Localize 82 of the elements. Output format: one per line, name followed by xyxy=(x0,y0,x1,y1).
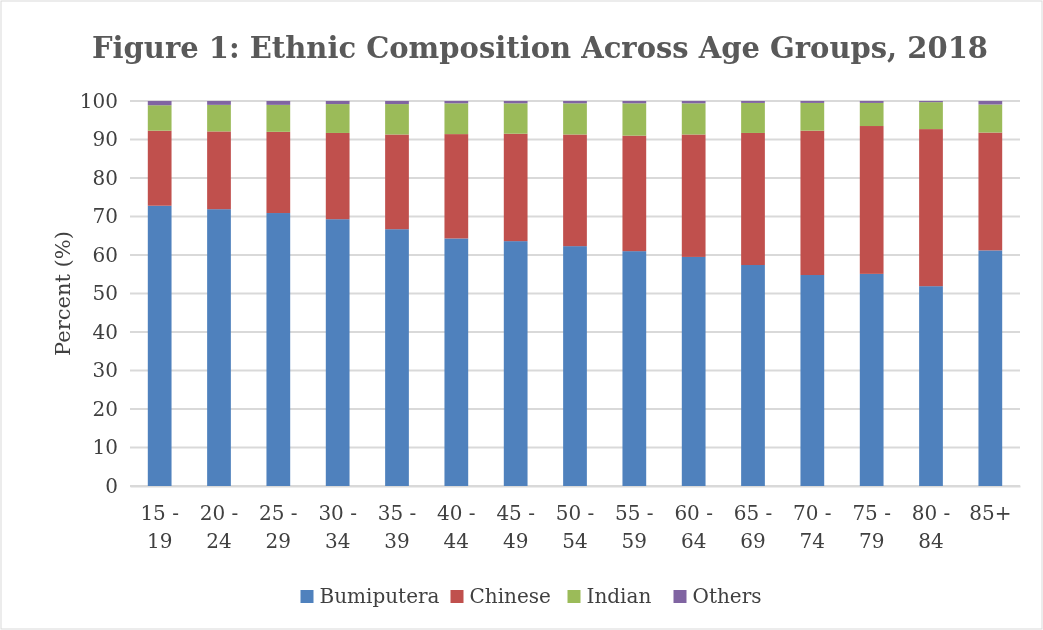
bar xyxy=(207,131,231,210)
bar xyxy=(800,130,825,276)
x-tick-label: 20 - 24 xyxy=(199,501,239,553)
x-tick-label: 80 - 84 xyxy=(911,501,951,553)
y-tick-label: 40 xyxy=(92,319,118,344)
x-tick-label: 50 - 54 xyxy=(555,501,595,553)
bar xyxy=(385,104,409,135)
y-tick-label: 60 xyxy=(92,242,118,267)
x-tick-label: 85+ xyxy=(969,501,1012,525)
legend-label: Bumiputera xyxy=(319,584,440,608)
bar xyxy=(978,104,1003,133)
y-tick-label: 90 xyxy=(92,127,118,152)
bar xyxy=(444,134,469,239)
bar xyxy=(147,130,172,206)
bar xyxy=(859,126,884,274)
bar xyxy=(207,101,231,105)
y-tick-label: 70 xyxy=(92,204,118,229)
bar xyxy=(800,102,825,131)
bar xyxy=(325,101,350,105)
bar xyxy=(325,219,350,486)
bar xyxy=(147,105,172,131)
bar xyxy=(147,205,172,486)
bar xyxy=(266,104,291,132)
x-tick-label: 60 - 64 xyxy=(674,501,713,553)
bar xyxy=(147,101,172,106)
bar xyxy=(800,275,825,486)
bar xyxy=(622,135,647,252)
bar xyxy=(444,238,469,486)
bar xyxy=(859,273,884,486)
bar xyxy=(563,246,587,486)
bar xyxy=(741,132,765,266)
x-tick-label: 30 - 34 xyxy=(318,501,357,553)
bar xyxy=(503,103,528,134)
bar xyxy=(681,134,706,257)
y-tick-label: 100 xyxy=(79,88,118,113)
y-tick-label: 30 xyxy=(92,358,118,383)
bar xyxy=(207,104,231,132)
x-tick-label: 15 - 19 xyxy=(140,501,179,553)
x-tick-label: 65 - 69 xyxy=(733,501,773,553)
bar xyxy=(385,101,409,105)
y-tick-label: 10 xyxy=(92,435,118,460)
x-tick-label: 55 - 59 xyxy=(615,501,654,553)
bar xyxy=(385,229,409,486)
bar xyxy=(978,132,1003,251)
bar xyxy=(325,132,350,220)
bar xyxy=(385,134,409,230)
bar xyxy=(741,265,765,486)
bar xyxy=(503,133,528,242)
bar xyxy=(919,102,943,130)
bar xyxy=(266,213,291,486)
bar xyxy=(266,131,291,214)
chart-title: Figure 1: Ethnic Composition Across Age Groups, 2018 xyxy=(91,31,989,65)
x-tick-label: 25 - 29 xyxy=(259,501,298,553)
bar xyxy=(207,209,231,486)
x-tick-label: 35 - 39 xyxy=(377,501,417,553)
bar xyxy=(563,103,587,135)
bar xyxy=(681,103,706,135)
bar xyxy=(919,286,943,486)
x-tick-label: 70 - 74 xyxy=(793,501,832,553)
y-tick-label: 20 xyxy=(92,396,118,421)
legend-label: Indian xyxy=(586,584,652,608)
y-axis-title: Percent (%) xyxy=(51,231,75,356)
bar xyxy=(503,241,528,486)
bar xyxy=(681,256,706,486)
y-tick-label: 50 xyxy=(92,281,118,306)
bar xyxy=(622,103,647,136)
bar xyxy=(563,134,587,247)
y-tick-label: 80 xyxy=(92,165,118,190)
bar xyxy=(741,102,765,133)
bar xyxy=(325,104,350,133)
legend-label: Chinese xyxy=(469,584,551,608)
y-tick-label: 0 xyxy=(105,473,118,498)
bar xyxy=(978,250,1003,486)
x-tick-label: 40 - 44 xyxy=(437,501,476,553)
bar xyxy=(444,103,469,135)
x-tick-label: 45 - 49 xyxy=(496,501,535,553)
x-tick-label: 75 - 79 xyxy=(852,501,891,553)
legend-label: Others xyxy=(692,584,762,608)
bar xyxy=(859,102,884,127)
bar xyxy=(919,129,943,287)
bar xyxy=(266,101,291,105)
bar xyxy=(622,251,647,486)
